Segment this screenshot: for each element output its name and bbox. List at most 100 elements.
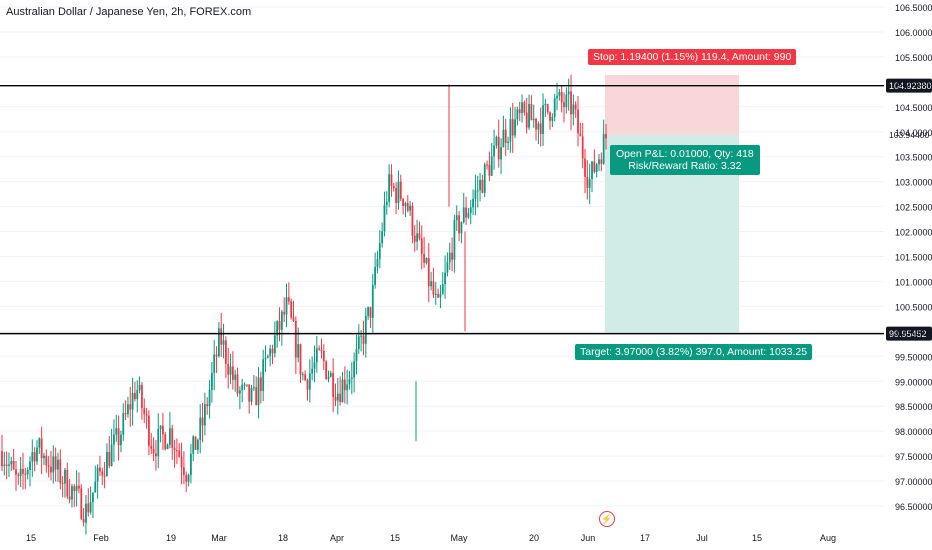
time-tick-label: Mar: [211, 533, 227, 543]
candle-body: [297, 344, 300, 358]
candle-body: [490, 156, 493, 176]
candle-body: [553, 98, 556, 118]
candle-body: [54, 456, 57, 470]
candle-body: [581, 136, 584, 159]
candle-body: [542, 105, 544, 134]
candle-body: [500, 147, 502, 160]
candle-body: [532, 118, 535, 121]
candle-body: [525, 112, 528, 128]
candle-body: [82, 518, 85, 523]
candle-body: [544, 103, 547, 106]
candle-body: [560, 92, 563, 103]
candle-body: [10, 461, 13, 465]
candle-body: [110, 444, 113, 466]
candle-body: [462, 207, 465, 223]
candle-body: [57, 459, 59, 470]
price-tick-label: 102.50000: [895, 203, 932, 213]
candle-body: [148, 415, 150, 446]
candle-body: [185, 475, 188, 482]
candle-body: [322, 350, 325, 362]
candles: [1, 74, 607, 535]
candle-body: [122, 413, 125, 435]
candle-body: [539, 123, 542, 134]
candle-body: [134, 393, 136, 400]
candle-body: [141, 384, 143, 409]
candle-body: [411, 205, 414, 236]
candle-body: [537, 123, 540, 130]
candle-body: [476, 190, 479, 192]
candle-body: [388, 174, 391, 202]
candle-body: [357, 336, 360, 350]
candle-body: [252, 387, 255, 389]
candle-body: [437, 294, 439, 298]
candle-body: [453, 220, 456, 260]
price-tick-label: 101.00000: [895, 277, 932, 287]
candle-body: [516, 109, 519, 120]
candle-body: [385, 201, 388, 206]
candle-body: [502, 129, 505, 148]
candle-body: [164, 434, 167, 450]
stop-zone: [605, 74, 739, 135]
candle-body: [157, 428, 160, 457]
candle-body: [595, 164, 598, 173]
candle-body: [182, 467, 185, 476]
candle-body: [15, 469, 17, 475]
candle-body: [294, 321, 297, 358]
open-pnl-line: Open P&L: 0.01000, Qty: 418: [616, 148, 754, 160]
time-tick-label: 15: [752, 533, 762, 543]
candle-body: [299, 344, 302, 375]
candle-body: [409, 205, 412, 211]
candle-body: [530, 103, 533, 121]
candle-body: [280, 311, 283, 330]
candle-body: [189, 453, 192, 475]
price-tick-label: 105.00000: [895, 78, 932, 88]
candle-body: [47, 465, 50, 467]
candle-body: [113, 434, 115, 445]
current-price-label: 103.94400: [889, 130, 929, 140]
candle-body: [306, 380, 309, 390]
price-tick-label: 102.00000: [895, 228, 932, 238]
candle-body: [551, 117, 554, 121]
candle-body: [152, 448, 155, 454]
candle-body: [467, 213, 470, 218]
time-tick-label: May: [450, 533, 468, 543]
candle-body: [287, 297, 290, 302]
candle-body: [567, 91, 570, 95]
price-tick-label: 98.50000: [895, 402, 932, 412]
candle-body: [320, 349, 323, 351]
candle-body: [367, 307, 370, 316]
candle-body: [308, 373, 311, 390]
candle-body: [514, 119, 516, 136]
candle-body: [434, 294, 437, 295]
lightning-icon[interactable]: ⚡: [599, 511, 615, 527]
candle-body: [362, 335, 365, 344]
candle-body: [600, 159, 603, 164]
candle-body: [166, 444, 169, 450]
time-tick-label: 17: [640, 533, 650, 543]
stop-label: Stop: 1.19400 (1.15%) 119.4, Amount: 990: [588, 49, 797, 65]
price-tick-label: 99.00000: [895, 377, 932, 387]
candle-body: [3, 464, 6, 467]
candle-body: [332, 373, 335, 397]
candle-body: [224, 340, 227, 364]
candle-body: [334, 396, 337, 401]
price-axis: 106.50000 106.00000 105.50000 105.00000 104.…: [895, 3, 932, 512]
candle-body: [145, 414, 148, 416]
candle-body: [162, 425, 164, 435]
level-tag: [886, 326, 932, 341]
candle-body: [479, 179, 481, 191]
candle-body: [535, 118, 537, 130]
price-tick-label: 104.50000: [895, 103, 932, 113]
candle-body: [549, 112, 551, 121]
candle-body: [472, 198, 474, 208]
candle-body: [455, 215, 458, 221]
horizontal-levels: 104.92380 99.95452 103.94400: [0, 78, 932, 341]
candle-body: [315, 348, 318, 363]
candle-body: [259, 377, 262, 391]
candle-body: [488, 164, 491, 176]
candle-body: [413, 235, 416, 242]
candle-body: [290, 301, 293, 318]
candle-body: [220, 328, 223, 345]
candle-body: [176, 450, 178, 452]
